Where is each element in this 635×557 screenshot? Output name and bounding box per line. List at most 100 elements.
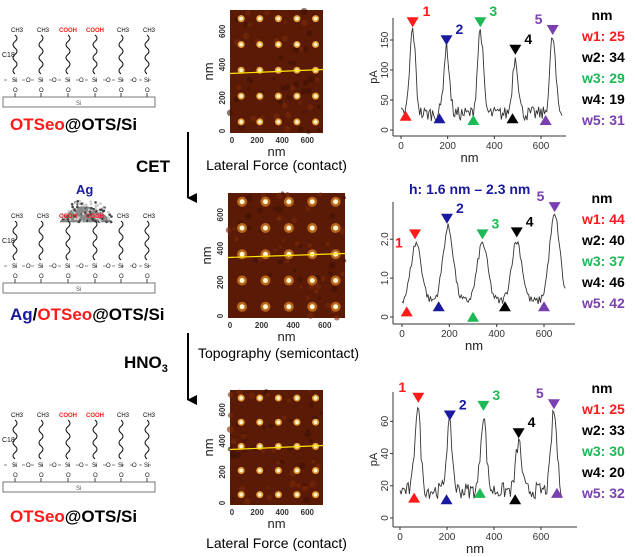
afm-noise — [292, 46, 300, 54]
x-tick-label: 600 — [536, 329, 553, 340]
afm-noise — [313, 288, 319, 294]
afm-noise — [298, 100, 303, 105]
chain-head-label: COOH — [86, 413, 104, 419]
afm-noise — [275, 206, 283, 213]
afm-noise — [252, 445, 258, 451]
afm-noise — [276, 460, 280, 465]
afm-dot — [295, 492, 299, 497]
afm-dot — [313, 120, 318, 124]
silver-grain — [97, 210, 101, 213]
afm-dot — [239, 199, 245, 205]
peak-number: 2 — [459, 397, 467, 413]
label-part: @OTS/Si — [92, 305, 164, 324]
x-tick: 600 — [301, 136, 315, 145]
afm-noise — [263, 391, 267, 396]
step-label: HNO3 — [124, 353, 168, 375]
peak-marker-down — [512, 428, 525, 439]
peak-marker-down — [547, 399, 560, 410]
afm-noise — [305, 205, 311, 211]
y-tick: 400 — [218, 434, 227, 448]
base-marker-up — [408, 492, 421, 503]
silver-grain — [86, 214, 90, 217]
substrate-label: Si — [76, 287, 81, 293]
afm-noise — [266, 486, 270, 490]
peak-marker-down — [476, 229, 489, 240]
silver-grain — [94, 206, 97, 210]
afm-noise — [286, 94, 292, 101]
silicon-atom: Si — [12, 264, 17, 270]
afm-dot — [239, 251, 245, 257]
chain-head-label: CH3 — [143, 28, 156, 34]
afm-noise — [233, 17, 239, 22]
x-tick-label: 200 — [439, 532, 456, 543]
afm-noise — [319, 411, 323, 415]
y-axis-label: nm — [201, 438, 216, 456]
x-tick-label: 400 — [488, 329, 505, 340]
afm-dot — [295, 396, 299, 400]
afm-noise — [232, 227, 236, 231]
afm-noise — [226, 426, 234, 433]
y-tick-label: 0 — [380, 314, 391, 320]
width-value: w2: 40 — [581, 232, 625, 248]
oxygen-bridge: O — [26, 463, 31, 469]
peak-marker-down — [548, 202, 561, 213]
afm-noise — [289, 484, 293, 488]
afm-noise — [299, 46, 304, 52]
afm-noise — [305, 87, 312, 95]
silver-grain — [80, 220, 84, 223]
afm-noise — [302, 485, 308, 492]
silver-grain — [108, 213, 111, 216]
y-tick: 0 — [218, 128, 227, 133]
afm-noise — [284, 84, 291, 91]
silver-grain — [73, 214, 77, 218]
afm-noise — [340, 271, 346, 277]
width-value: w2: 33 — [581, 422, 625, 438]
base-marker-up — [550, 487, 563, 498]
alkyl-chain — [65, 220, 71, 261]
afm-noise — [234, 451, 241, 459]
y-tick-label: 20 — [380, 480, 391, 492]
afm-dot — [257, 468, 262, 473]
afm-noise — [303, 496, 310, 504]
afm-noise — [246, 86, 251, 91]
afm-noise — [271, 77, 276, 81]
afm-noise — [276, 192, 283, 200]
afm-noise — [246, 225, 252, 231]
label-part: OTSeo — [10, 507, 65, 526]
oxygen-atom: O — [145, 274, 150, 280]
afm-dot — [257, 42, 262, 47]
afm-noise — [240, 433, 247, 440]
afm-noise — [296, 276, 303, 283]
afm-noise — [330, 213, 336, 219]
x-axis-label: nm — [465, 338, 483, 353]
x-tick: 0 — [230, 136, 235, 145]
afm-dot — [239, 94, 243, 98]
oxygen-atom: O — [39, 88, 44, 94]
silver-grain — [107, 216, 110, 219]
afm-noise — [317, 296, 322, 300]
x-tick-label: 600 — [533, 532, 550, 543]
afm-dot — [313, 492, 318, 497]
afm-noise — [281, 35, 289, 42]
width-value: w4: 20 — [581, 464, 625, 480]
peak-marker-down — [406, 17, 419, 28]
afm-noise — [306, 129, 311, 134]
afm-dot — [239, 120, 243, 124]
silver-grain — [73, 211, 76, 214]
chain-head-label: CH3 — [143, 214, 156, 220]
chain-length-label: C18 — [2, 437, 15, 444]
silver-grain — [67, 209, 70, 213]
silicon-atom: Si — [118, 463, 123, 469]
afm-dot — [257, 396, 262, 400]
y-tick: 600 — [216, 208, 225, 222]
afm-noise — [304, 431, 311, 438]
silver-grain — [99, 202, 102, 205]
afm-dot — [333, 199, 339, 205]
sample-label: OTSeo@OTS/Si — [10, 115, 137, 134]
chain-head-label: CH3 — [11, 28, 24, 34]
x-tick: 200 — [250, 508, 264, 517]
alkyl-chain — [38, 220, 44, 261]
peak-number: 1 — [398, 379, 406, 395]
afm-noise — [278, 55, 284, 61]
afm-noise — [316, 104, 321, 109]
